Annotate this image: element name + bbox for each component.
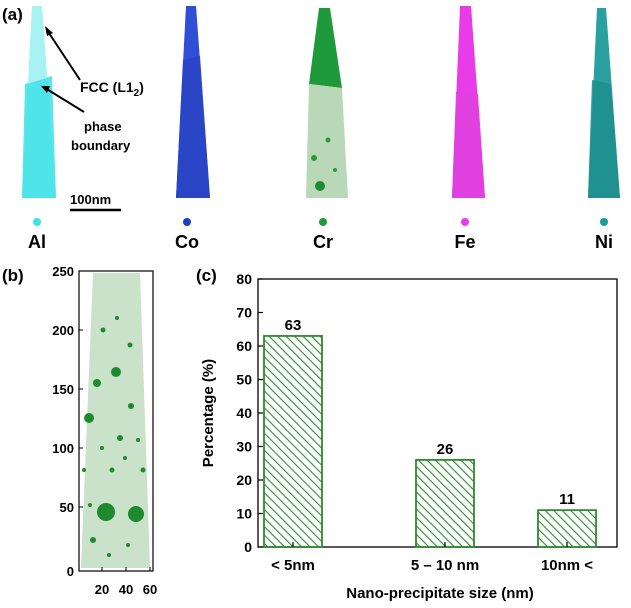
panel-a: (a) bbox=[2, 5, 620, 252]
y-tick-label: 70 bbox=[236, 305, 252, 321]
y-axis: 0 10 20 30 40 50 60 70 80 bbox=[236, 271, 263, 555]
b-xtick: 60 bbox=[143, 582, 157, 597]
element-label-cr: Cr bbox=[313, 232, 333, 252]
x-category-label: 10nm < bbox=[541, 557, 593, 574]
panel-c-label: (c) bbox=[196, 266, 217, 285]
b-ytick: 150 bbox=[52, 382, 74, 397]
boundary-arrow-head bbox=[41, 86, 50, 93]
x-axis-label: Nano-precipitate size (nm) bbox=[346, 585, 534, 602]
x-category-label: < 5nm bbox=[271, 557, 315, 574]
b-ytick: 250 bbox=[52, 264, 74, 279]
boundary-arrow bbox=[44, 87, 85, 113]
tip-cr bbox=[306, 8, 348, 198]
b-ytick: 200 bbox=[52, 323, 74, 338]
panel-a-label: (a) bbox=[2, 5, 23, 24]
y-tick-label: 20 bbox=[236, 472, 252, 488]
tip-al bbox=[22, 6, 56, 198]
element-dot-co bbox=[183, 218, 191, 226]
b-ytick: 50 bbox=[60, 500, 74, 515]
bars: 63 26 11 bbox=[263, 317, 597, 548]
bar-value-label: 11 bbox=[559, 491, 575, 508]
y-tick-label: 10 bbox=[236, 506, 252, 522]
panel-b-x-ticks: 20 40 60 bbox=[95, 582, 157, 597]
panel-b-y-ticks: 250 200 150 100 50 0 bbox=[52, 264, 74, 579]
y-tick-label: 0 bbox=[244, 539, 252, 555]
y-axis-label: Percentage (%) bbox=[200, 359, 217, 467]
scale-bar-label: 100nm bbox=[70, 192, 111, 207]
boundary-label-line1: phase bbox=[84, 119, 122, 134]
bar bbox=[537, 509, 597, 548]
tip-co bbox=[176, 6, 210, 198]
phase-label: FCC (L12) bbox=[80, 79, 144, 99]
y-tick-label: 40 bbox=[236, 405, 252, 421]
y-tick-label: 60 bbox=[236, 338, 252, 354]
b-xtick: 20 bbox=[95, 582, 109, 597]
element-label-ni: Ni bbox=[595, 232, 613, 252]
tip-ni bbox=[588, 8, 620, 198]
y-tick-label: 30 bbox=[236, 439, 252, 455]
bar-value-label: 26 bbox=[437, 441, 454, 458]
element-dot-fe bbox=[461, 218, 469, 226]
element-label-al: Al bbox=[28, 232, 46, 252]
element-dot-ni bbox=[600, 218, 608, 226]
phase-arrow-head bbox=[45, 26, 53, 36]
tip-fe bbox=[452, 6, 485, 198]
bar bbox=[263, 335, 323, 548]
x-axis: < 5nm 5 – 10 nm 10nm < bbox=[271, 542, 593, 574]
x-category-label: 5 – 10 nm bbox=[411, 557, 479, 574]
element-label-co: Co bbox=[175, 232, 199, 252]
element-label-fe: Fe bbox=[454, 232, 475, 252]
precipitates bbox=[82, 316, 146, 557]
element-dot-al bbox=[33, 218, 41, 226]
panel-b: (b) 250 200 bbox=[2, 264, 157, 597]
phase-arrow bbox=[46, 29, 81, 81]
y-tick-label: 80 bbox=[236, 271, 252, 287]
y-tick-label: 50 bbox=[236, 372, 252, 388]
bar-value-label: 63 bbox=[285, 317, 302, 334]
b-ytick: 100 bbox=[52, 441, 74, 456]
bar bbox=[415, 458, 475, 548]
panel-c: (c) 0 10 20 30 40 50 60 70 80 63 26 11 < 5nm 5 – 10… bbox=[196, 266, 618, 602]
b-xtick: 40 bbox=[119, 582, 133, 597]
element-dot-cr bbox=[319, 218, 327, 226]
b-ytick: 0 bbox=[67, 564, 74, 579]
cr-tip-section bbox=[81, 273, 150, 568]
boundary-label-line2: boundary bbox=[71, 138, 131, 153]
panel-b-label: (b) bbox=[2, 266, 24, 285]
